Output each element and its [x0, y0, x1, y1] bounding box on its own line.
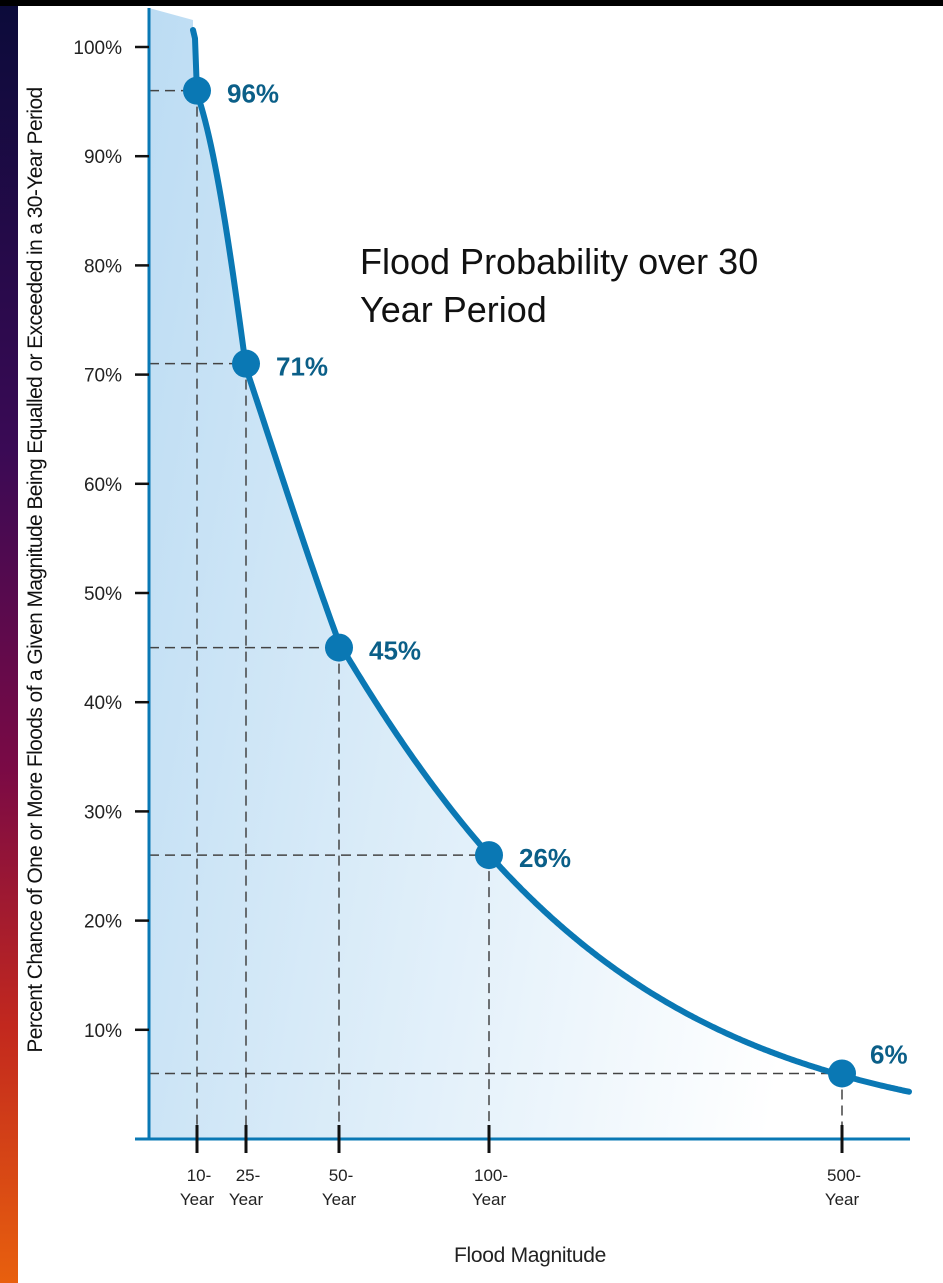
y-tick-label: 40% [84, 693, 122, 714]
chart-title-line-2: Year Period [360, 289, 547, 330]
x-tick-label-bottom: Year [472, 1190, 507, 1209]
y-tick-label: 30% [84, 802, 122, 823]
x-tick-label-top: 25- [236, 1166, 261, 1185]
y-tick-label: 60% [84, 475, 122, 496]
data-point [325, 633, 353, 662]
x-tick-label-top: 500- [827, 1166, 861, 1185]
data-point [475, 841, 503, 870]
slide-edge-strip [0, 0, 18, 1283]
probability-curve [190, 27, 912, 1095]
chart-title: Flood Probability over 30 Year Period [360, 238, 900, 334]
y-tick-label: 10% [84, 1021, 122, 1042]
y-tick-label: 50% [84, 584, 122, 605]
x-tick-label-top: 10- [187, 1166, 212, 1185]
y-tick-label: 90% [84, 147, 122, 168]
x-tick-label-bottom: Year [825, 1190, 860, 1209]
x-tick-label-bottom: Year [180, 1190, 215, 1209]
data-point [828, 1059, 856, 1088]
slide-top-edge [0, 0, 943, 6]
chart-title-line-1: Flood Probability over 30 [360, 241, 759, 282]
x-axis-label: Flood Magnitude [454, 1244, 606, 1267]
data-point [183, 76, 211, 105]
y-tick-label: 70% [84, 366, 122, 387]
y-tick-label: 80% [84, 256, 122, 277]
x-tick-label-top: 50- [329, 1166, 354, 1185]
x-tick-label-top: 100- [474, 1166, 508, 1185]
data-label: 71% [276, 352, 328, 382]
x-tick-label-bottom: Year [229, 1190, 264, 1209]
y-tick-label: 20% [84, 912, 122, 933]
data-point [232, 349, 260, 378]
data-label: 45% [369, 636, 421, 666]
y-axis-label-box: Percent Chance of One or More Floods of … [20, 0, 52, 1140]
x-tick-label-bottom: Year [322, 1190, 357, 1209]
shaded-area [149, 8, 910, 1139]
data-label: 6% [870, 1039, 908, 1069]
data-label: 96% [227, 79, 279, 109]
y-tick-label: 100% [73, 38, 122, 59]
data-label: 26% [519, 843, 571, 873]
y-axis-label: Percent Chance of One or More Floods of … [24, 87, 47, 1053]
